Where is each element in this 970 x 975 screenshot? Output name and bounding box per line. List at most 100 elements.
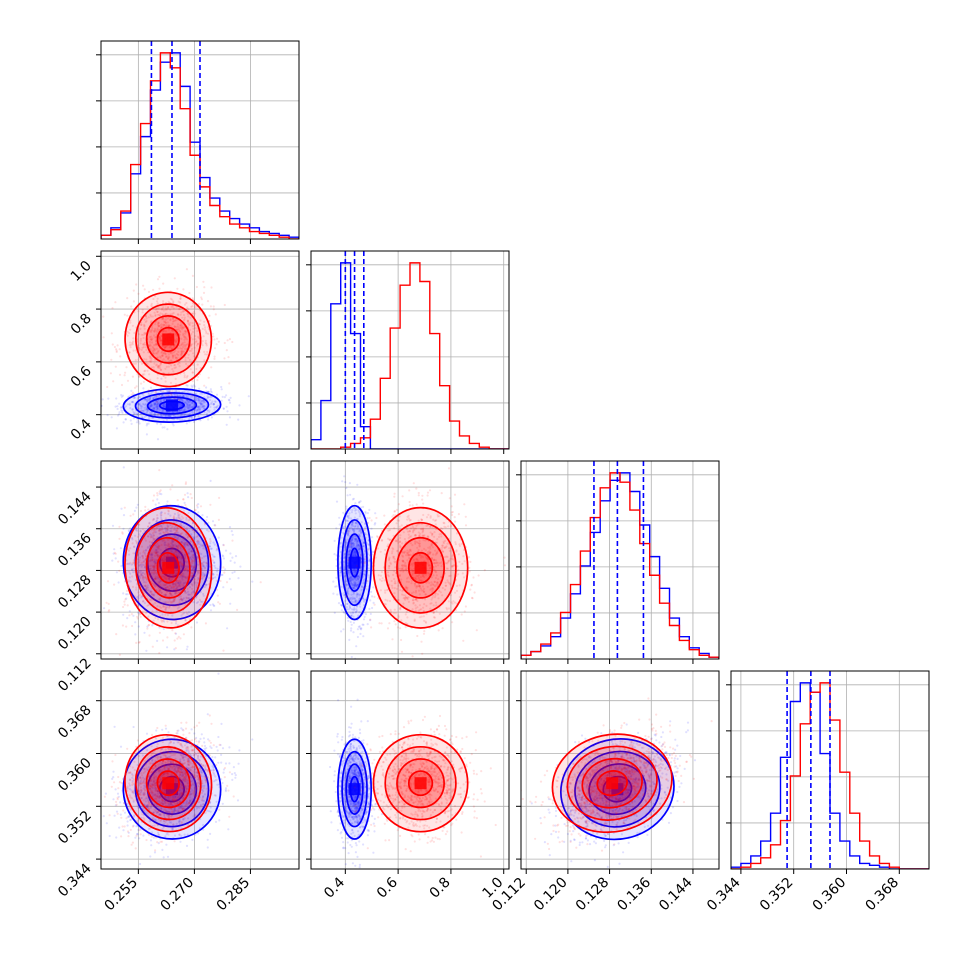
scatter-point — [174, 277, 176, 279]
scatter-point — [370, 528, 372, 530]
scatter-point — [148, 423, 150, 425]
scatter-point — [187, 496, 189, 498]
scatter-point — [112, 343, 114, 345]
scatter-point — [180, 507, 182, 509]
scatter-point — [343, 611, 345, 613]
scatter-point — [234, 562, 236, 564]
y-tick-label: 0.112 — [55, 655, 95, 695]
scatter-point — [215, 313, 217, 315]
scatter-point — [190, 493, 192, 495]
scatter-point — [156, 395, 158, 397]
scatter-point — [117, 344, 119, 346]
scatter-point — [177, 506, 179, 508]
scatter-point — [191, 386, 193, 388]
scatter-point — [345, 487, 347, 489]
scatter-point — [152, 289, 154, 291]
scatter-point — [234, 571, 236, 573]
scatter-point — [128, 529, 130, 531]
scatter-point — [412, 504, 414, 506]
scatter-point — [229, 603, 231, 605]
scatter-point — [122, 606, 124, 608]
scatter-point — [137, 504, 139, 506]
scatter-point — [124, 374, 126, 376]
scatter-point — [371, 519, 373, 521]
scatter-point — [130, 419, 132, 421]
scatter-point — [151, 624, 153, 626]
scatter-point — [162, 283, 164, 285]
panel-plot-area — [311, 461, 509, 660]
scatter-point — [120, 565, 122, 567]
scatter-point — [371, 607, 373, 609]
scatter-point — [197, 376, 199, 378]
scatter-point — [231, 557, 233, 559]
scatter-point — [136, 421, 138, 423]
scatter-point — [123, 601, 125, 603]
scatter-point — [158, 652, 160, 654]
scatter-point — [86, 344, 88, 346]
scatter-point — [148, 634, 150, 636]
scatter-point — [345, 506, 347, 508]
scatter-point — [229, 578, 231, 580]
scatter-point — [199, 419, 201, 421]
scatter-point — [223, 408, 225, 410]
scatter-point — [364, 616, 366, 618]
scatter-point — [350, 621, 352, 623]
scatter-point — [342, 628, 344, 630]
scatter-point — [175, 395, 177, 397]
scatter-point — [137, 617, 139, 619]
y-tick-label: 0.6 — [68, 363, 95, 390]
scatter-point — [183, 633, 185, 635]
scatter-point — [209, 504, 211, 506]
scatter-point — [347, 620, 349, 622]
scatter-point — [115, 397, 117, 399]
scatter-point — [362, 624, 364, 626]
scatter-point — [362, 506, 364, 508]
scatter-point — [122, 624, 124, 626]
scatter-point — [162, 390, 164, 392]
scatter-point — [111, 416, 113, 418]
scatter-point — [370, 613, 372, 615]
scatter-point — [222, 586, 224, 588]
scatter-point — [130, 515, 132, 517]
scatter-point — [139, 422, 141, 424]
scatter-point — [451, 505, 453, 507]
scatter-point — [131, 394, 133, 396]
scatter-point — [126, 617, 128, 619]
scatter-point — [197, 511, 199, 513]
scatter-point — [146, 433, 148, 435]
scatter-point — [423, 630, 425, 632]
scatter-point — [222, 566, 224, 568]
scatter-point — [208, 377, 210, 379]
scatter-point — [123, 466, 125, 468]
scatter-point — [210, 305, 212, 307]
scatter-point — [214, 356, 216, 358]
scatter-point — [120, 547, 122, 549]
scatter-point — [156, 494, 158, 496]
density-peak — [162, 562, 174, 574]
scatter-point — [336, 501, 338, 503]
scatter-point — [166, 646, 168, 648]
scatter-point — [232, 534, 234, 536]
scatter-point — [160, 389, 162, 391]
scatter-point — [166, 636, 168, 638]
scatter-point — [156, 401, 158, 403]
scatter-point — [221, 574, 223, 576]
scatter-point — [132, 615, 134, 617]
scatter-point — [223, 572, 225, 574]
scatter-point — [351, 624, 353, 626]
scatter-point — [415, 488, 417, 490]
scatter-point — [144, 288, 146, 290]
scatter-point — [184, 504, 186, 506]
panel-plot-area — [89, 459, 299, 659]
scatter-point — [108, 603, 110, 605]
scatter-point — [142, 387, 144, 389]
scatter-point — [209, 604, 211, 606]
scatter-point — [150, 387, 152, 389]
scatter-point — [116, 571, 118, 573]
scatter-point — [203, 286, 205, 288]
scatter-point — [187, 492, 189, 494]
scatter-point — [340, 630, 342, 632]
scatter-point — [212, 335, 214, 337]
scatter-point — [125, 418, 127, 420]
